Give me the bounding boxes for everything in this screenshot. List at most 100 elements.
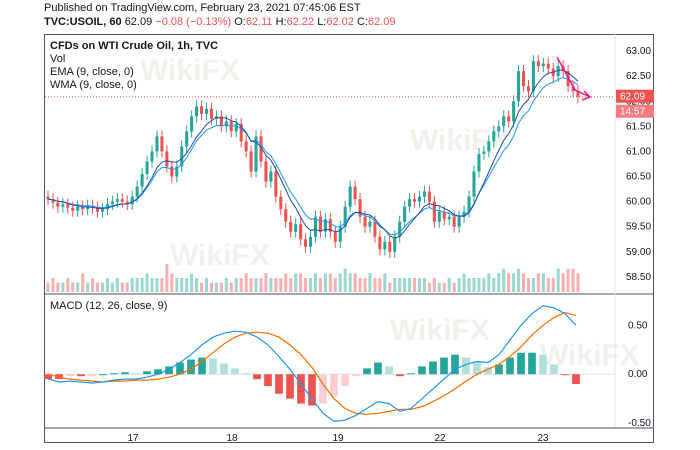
volume-bar bbox=[512, 273, 516, 292]
candle-body bbox=[447, 216, 451, 220]
candle-body bbox=[170, 166, 174, 177]
candle-body bbox=[51, 199, 55, 203]
macd-histogram-bar bbox=[121, 372, 129, 375]
volume-bar bbox=[86, 282, 90, 292]
volume-bar bbox=[442, 282, 446, 292]
volume-bar bbox=[185, 278, 189, 292]
candle-body bbox=[269, 171, 273, 182]
candle-body bbox=[294, 224, 298, 232]
legend-wma[interactable]: WMA (9, close, 0) bbox=[50, 79, 137, 91]
trend-arrow bbox=[556, 56, 591, 98]
volume-bar bbox=[244, 273, 248, 292]
open-label: O: bbox=[234, 16, 246, 28]
symbol[interactable]: TVC:USOIL, 60 bbox=[44, 16, 122, 28]
candle-body bbox=[477, 153, 481, 172]
candle-body bbox=[219, 116, 223, 127]
volume-bar bbox=[81, 273, 85, 292]
candle-body bbox=[526, 86, 531, 92]
macd-histogram-bar bbox=[220, 363, 228, 375]
volume-bar bbox=[432, 278, 436, 292]
volume-bar bbox=[348, 273, 352, 292]
volume-bar bbox=[190, 273, 194, 292]
volume-bar bbox=[338, 273, 342, 292]
price-tick-label: 61.50 bbox=[626, 121, 651, 132]
volume-bar bbox=[343, 268, 347, 292]
volume-bar bbox=[269, 278, 273, 292]
macd-histogram-bar bbox=[110, 373, 118, 375]
price-tick-label: 59.00 bbox=[626, 247, 651, 258]
volume-bar bbox=[427, 282, 431, 292]
candle-body bbox=[536, 61, 540, 67]
volume-bar bbox=[561, 273, 565, 292]
candle-body bbox=[338, 226, 342, 242]
legend-vol[interactable]: Vol bbox=[50, 53, 66, 65]
last-price-badge bbox=[616, 89, 654, 103]
macd-legend[interactable]: MACD (12, 26, close, 9) bbox=[50, 300, 168, 312]
volume-bar bbox=[333, 278, 337, 292]
candle-body bbox=[195, 106, 199, 117]
volume-bar bbox=[521, 273, 526, 292]
volume-bar bbox=[105, 278, 109, 292]
macd-histogram-bar bbox=[539, 354, 547, 375]
candle-body bbox=[249, 151, 253, 172]
candle-body bbox=[462, 211, 466, 217]
volume-bar bbox=[467, 278, 471, 292]
candle-body bbox=[284, 209, 288, 222]
macd-histogram-bar bbox=[352, 374, 360, 377]
volume-bar bbox=[373, 278, 377, 292]
candle-body bbox=[135, 186, 139, 197]
candle-body bbox=[313, 216, 318, 237]
macd-histogram-bar bbox=[396, 374, 404, 377]
volume-bar bbox=[165, 264, 169, 292]
candle-body bbox=[507, 116, 511, 122]
volume-bar bbox=[289, 278, 293, 292]
candle-body bbox=[130, 196, 134, 205]
candle-body bbox=[452, 216, 456, 227]
volume-bar bbox=[497, 273, 501, 292]
candle-body bbox=[140, 174, 144, 187]
volume-bar bbox=[100, 282, 105, 292]
candle-body bbox=[408, 199, 412, 207]
volume-bar bbox=[195, 278, 199, 292]
price-tick-label: 62.50 bbox=[626, 71, 651, 82]
candle-body bbox=[204, 108, 209, 114]
candle-body bbox=[546, 63, 550, 69]
macd-histogram-bar bbox=[407, 373, 415, 375]
volume-bar bbox=[135, 278, 139, 292]
volume-bar bbox=[304, 278, 308, 292]
volume-bar bbox=[150, 278, 154, 292]
price-legend: CFDs on WTI Crude Oil, 1h, TVC Vol EMA (… bbox=[50, 40, 218, 92]
volume-bar bbox=[556, 268, 560, 292]
candle-body bbox=[165, 151, 169, 167]
candle-body bbox=[200, 106, 204, 114]
macd-histogram-bar bbox=[264, 374, 272, 386]
macd-histogram-bar bbox=[506, 357, 514, 375]
macd-histogram-bar bbox=[275, 374, 283, 394]
volume-bar bbox=[234, 278, 238, 292]
volume-bar bbox=[155, 278, 159, 292]
macd-histogram-bar bbox=[231, 368, 239, 375]
candle-body bbox=[368, 221, 372, 227]
volume-bar bbox=[160, 278, 164, 292]
candle-body bbox=[328, 219, 332, 232]
candle-body bbox=[343, 206, 347, 227]
last-price: 62.09 bbox=[124, 16, 153, 28]
macd-histogram-bar bbox=[209, 358, 217, 375]
macd-histogram-bar bbox=[286, 374, 294, 399]
volume-bar bbox=[224, 278, 228, 292]
candle-body bbox=[120, 199, 124, 202]
volume-bar bbox=[437, 282, 441, 292]
high-label: H: bbox=[275, 16, 287, 28]
legend-ema[interactable]: EMA (9, close, 0) bbox=[50, 66, 134, 78]
macd-tick-label: 0.50 bbox=[628, 320, 648, 331]
candle-body bbox=[323, 219, 327, 232]
volume-bar bbox=[363, 278, 367, 292]
volume-bar bbox=[566, 268, 570, 292]
volume-bar bbox=[61, 282, 65, 292]
volume-bar bbox=[413, 278, 417, 292]
volume-bar bbox=[264, 273, 268, 292]
price-tick-label: 60.50 bbox=[626, 172, 651, 183]
macd-histogram-bar bbox=[44, 374, 52, 380]
macd-histogram-bar bbox=[132, 373, 140, 375]
